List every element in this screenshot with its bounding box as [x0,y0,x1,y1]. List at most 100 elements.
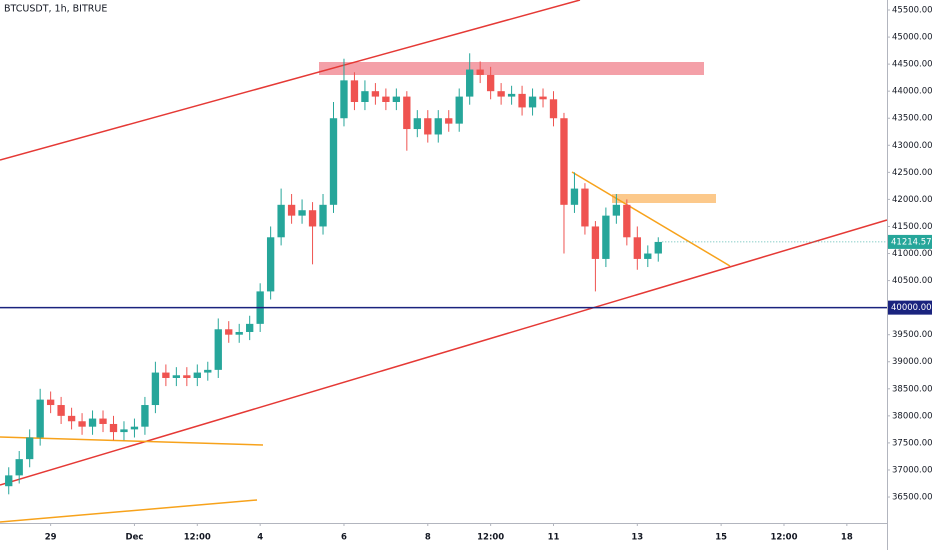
x-tick-label: 18 [841,533,853,543]
x-tick-label: 12:00 [477,533,504,543]
candle-body [623,204,631,238]
candle-body [392,96,401,103]
chart-title: BTCUSDT, 1h, BITRUE [4,4,107,15]
candle-body [434,118,442,135]
candle-body [581,188,589,227]
y-tick-label: 45000.00 [892,33,932,43]
candle-body [5,475,13,487]
candle-body [120,429,128,433]
candle-body [99,418,107,424]
x-tick-label: 8 [425,533,431,543]
level-label: 40000.00 [891,303,932,313]
candle-body [633,237,641,259]
candle-body [424,118,432,135]
y-tick-label: 38500.00 [892,384,932,394]
candle-body [36,399,44,438]
price-axis [887,0,932,550]
candle-body [507,93,516,97]
y-tick-label: 43000.00 [892,141,932,151]
candle-body [172,375,181,378]
candle-body [46,399,55,406]
candle-body [26,437,34,460]
time-axis [0,523,887,550]
trend-line [0,436,264,446]
candle-body [371,91,380,97]
candle-body [319,204,327,227]
candle-body [214,329,222,370]
supply-zone [612,194,716,203]
candle-body [382,96,390,103]
y-tick-label: 39000.00 [892,357,932,367]
x-tick-label: 11 [548,533,560,543]
channel-upper [0,0,581,161]
candle-body [445,118,453,124]
level-tag [888,300,932,315]
candle-body [78,421,86,427]
y-tick-label: 42000.00 [892,195,932,205]
candle-body [204,369,212,373]
candle-body [225,329,233,335]
y-tick-label: 37500.00 [892,438,932,448]
candle-body [455,96,463,124]
candle-body [193,372,201,378]
y-tick-label: 38000.00 [892,411,932,421]
candle-body [340,80,348,119]
candle-body [287,204,296,216]
candle-body [246,323,254,332]
candle-body [277,204,285,238]
candle-body [151,372,160,406]
candle-body [15,459,23,476]
candle-body [88,418,97,427]
candle-body [361,91,369,103]
candles [5,53,662,495]
candle-body [298,210,306,216]
candle-body [602,215,610,259]
x-tick-label: 6 [341,533,347,543]
x-tick-label: 13 [631,533,643,543]
y-tick-label: 44000.00 [892,87,932,97]
candle-body [235,331,243,335]
candle-body [162,372,170,378]
trend-line [571,171,731,267]
last-price-label: 41214.57 [891,237,932,247]
candle-body [109,423,118,433]
candle-body [183,375,191,378]
candle-body [528,96,537,108]
candle-body [539,96,547,100]
x-tick-label: 29 [45,533,57,543]
candle-body [654,241,662,254]
x-tick-label: 4 [257,533,263,543]
candle-body [612,204,621,216]
candle-body [130,426,139,430]
y-tick-label: 43500.00 [892,114,932,124]
candle-body [466,69,474,97]
candle-body [403,96,411,130]
y-tick-label: 40500.00 [892,276,932,286]
y-tick-label: 44500.00 [892,60,932,70]
candle-body [308,210,317,227]
resistance-zone [319,62,704,75]
candle-body [266,237,275,292]
candle-body [486,74,495,92]
y-tick-label: 39500.00 [892,330,932,340]
candle-body [497,91,505,97]
candle-body [141,405,149,427]
last-price-tag [888,234,932,249]
candle-body [518,93,526,108]
candle-body [549,99,558,119]
x-tick-label: Dec [126,533,144,543]
y-tick-label: 45500.00 [892,6,932,16]
candle-body [591,226,600,259]
trend-line [0,499,258,523]
candle-body [329,118,338,205]
x-tick-label: 15 [715,533,727,543]
y-tick-label: 41000.00 [892,249,932,259]
candle-body [560,118,568,205]
candle-body [476,69,484,75]
candle-body [570,188,579,205]
candle-body [350,80,359,103]
candle-body [644,253,652,259]
candle-body [413,118,421,130]
